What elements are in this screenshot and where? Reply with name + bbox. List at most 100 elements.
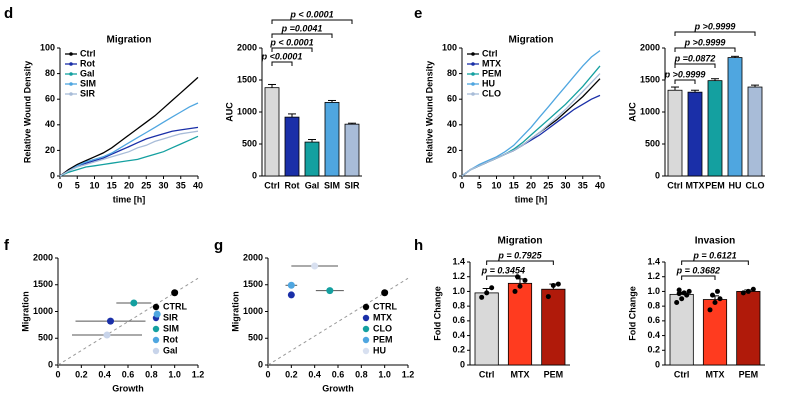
y-tick-label: 1.0	[647, 286, 660, 296]
legend-label: Ctrl	[80, 48, 96, 58]
series-line	[59, 102, 199, 177]
x-tick-label: Ctrl	[674, 369, 690, 379]
significance-bracket	[486, 275, 521, 280]
scatter-point	[287, 281, 295, 289]
legend-marker	[69, 72, 73, 76]
series-line	[59, 135, 199, 177]
x-tick-label: 0.2	[75, 369, 88, 379]
x-tick-label: 25	[141, 180, 151, 190]
significance-bracket	[271, 47, 313, 52]
legend-label: CTRL	[163, 301, 187, 311]
data-point	[676, 291, 682, 297]
legend-label: MTX	[482, 58, 501, 68]
legend-label: PEM	[482, 68, 502, 78]
series-line	[59, 126, 199, 177]
scatter-point	[103, 331, 111, 339]
x-tick-label: MTX	[511, 369, 530, 379]
significance-bracket	[681, 260, 749, 265]
legend-marker	[362, 347, 370, 355]
x-tick-label: 5	[477, 180, 482, 190]
significance-bracket	[674, 31, 756, 36]
bar	[304, 141, 320, 177]
legend-label: HU	[373, 345, 386, 355]
legend-label: Ctrl	[482, 48, 498, 58]
y-tick-label: 0	[252, 170, 257, 180]
x-tick-label: PEM	[544, 369, 564, 379]
series-line	[461, 50, 601, 177]
scatter-point	[130, 299, 138, 307]
y-tick-label: 0.4	[452, 330, 465, 340]
legend-marker	[471, 92, 475, 96]
x-tick-label: 10	[491, 180, 501, 190]
significance-label: p <0.0001	[261, 51, 303, 61]
legend-marker	[471, 62, 475, 66]
legend-label: CLO	[482, 88, 501, 98]
legend-marker	[69, 62, 73, 66]
y-tick-label: 2000	[237, 42, 257, 52]
y-tick-label: 1500	[640, 74, 660, 84]
significance-bracket	[674, 63, 716, 68]
x-tick-label: 10	[89, 180, 99, 190]
panel-letter: e	[414, 5, 422, 22]
legend-marker	[152, 336, 160, 344]
data-point	[674, 299, 680, 305]
y-tick-label: 20	[447, 145, 457, 155]
x-tick-label: HU	[729, 180, 742, 190]
y-tick-label: 80	[447, 68, 457, 78]
bar	[541, 288, 566, 366]
x-axis-label: Growth	[112, 383, 144, 393]
x-tick-label: PEM	[705, 180, 725, 190]
x-tick-label: 0	[459, 180, 464, 190]
scatter-point	[153, 310, 161, 318]
legend-label: CTRL	[373, 301, 397, 311]
x-tick-label: Ctrl	[264, 180, 280, 190]
x-tick-label: 0.8	[145, 369, 158, 379]
significance-bracket	[674, 47, 736, 52]
significance-label: p = 0.6121	[692, 250, 736, 260]
data-point	[740, 290, 746, 296]
y-tick-label: 0.8	[452, 301, 465, 311]
y-tick-label: 60	[45, 94, 55, 104]
scatter-point	[326, 287, 334, 295]
bar	[747, 86, 763, 177]
data-point	[522, 277, 528, 283]
significance-label: p = 0.3682	[676, 265, 720, 275]
legend-marker	[362, 314, 370, 322]
legend-label: Rot	[163, 334, 178, 344]
y-tick-label: 0.8	[647, 301, 660, 311]
x-tick-label: 35	[176, 180, 186, 190]
significance-label: p >0.9999	[694, 21, 736, 31]
y-axis-label: Relative Wound Density	[424, 61, 434, 163]
data-point	[555, 281, 561, 287]
legend-label: Gal	[163, 345, 178, 355]
y-tick-label: 0.2	[647, 345, 660, 355]
y-tick-label: 0	[258, 359, 263, 369]
x-tick-label: 0.4	[98, 369, 111, 379]
significance-bracket	[271, 33, 333, 38]
y-tick-label: 0	[655, 359, 660, 369]
significance-label: p =0.0041	[281, 23, 323, 33]
x-tick-label: MTX	[706, 369, 725, 379]
x-tick-label: 0	[265, 369, 270, 379]
y-axis-label: Migration	[230, 291, 240, 332]
y-tick-label: 1.4	[647, 256, 660, 266]
bar	[507, 282, 533, 366]
y-tick-label: 2000	[640, 42, 660, 52]
panel-letter: f	[4, 237, 10, 254]
y-tick-label: 0	[452, 170, 457, 180]
data-point	[545, 294, 551, 300]
bar	[669, 293, 694, 366]
y-tick-label: 1.4	[452, 256, 465, 266]
significance-label: p = 0.3454	[481, 265, 525, 275]
legend-marker	[152, 347, 160, 355]
x-tick-label: 0	[57, 180, 62, 190]
legend-label: CLO	[373, 323, 392, 333]
y-tick-label: 0.2	[452, 345, 465, 355]
y-axis-label: Fold Change	[627, 286, 637, 341]
x-tick-label: 0.6	[332, 369, 345, 379]
legend-label: SIM	[80, 78, 96, 88]
x-tick-label: CLO	[746, 180, 765, 190]
